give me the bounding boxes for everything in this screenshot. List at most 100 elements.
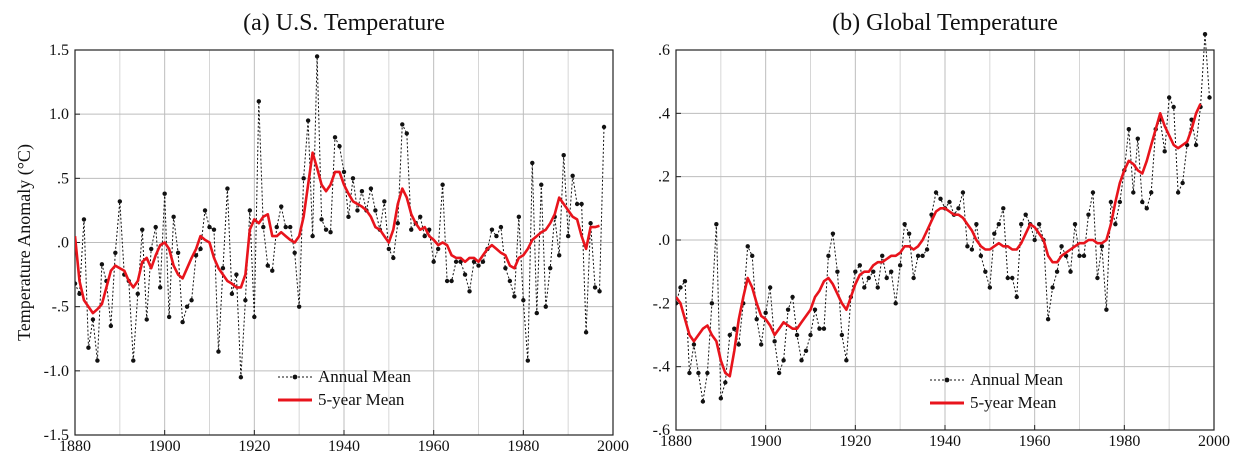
y-tick-label: -.2 (653, 295, 670, 312)
annual-mean-point (247, 208, 253, 213)
annual-mean-point (261, 224, 266, 230)
annual-mean-point (597, 289, 602, 294)
plot-area (75, 54, 607, 380)
annual-mean-point (714, 221, 719, 227)
legend-annual-marker (292, 374, 298, 380)
annual-mean-point (682, 278, 688, 284)
annual-mean-point (296, 304, 302, 309)
annual-mean-point (256, 99, 262, 104)
annual-mean-point (700, 399, 706, 404)
y-tick-label: 1.0 (49, 106, 69, 123)
series-5-year-mean-line (75, 151, 600, 315)
annual-mean-point (404, 131, 409, 136)
y-tick-label: -.6 (653, 422, 670, 439)
annual-mean-point (144, 317, 149, 322)
x-tick-label: 1880 (660, 433, 692, 450)
y-tick-label: -.4 (653, 359, 670, 376)
annual-mean-point (328, 230, 333, 235)
annual-mean-point (1126, 126, 1132, 132)
annual-mean-point (902, 221, 907, 227)
annual-mean-point (77, 291, 82, 297)
annual-mean-point (1171, 104, 1176, 110)
annual-mean-point (817, 326, 822, 331)
annual-mean-point (857, 263, 863, 268)
annual-mean-point (305, 118, 311, 123)
annual-mean-point (763, 310, 768, 316)
annual-mean-point (920, 253, 925, 259)
annual-mean-point (435, 246, 441, 252)
annual-mean-point (592, 285, 598, 290)
annual-mean-point (301, 176, 306, 181)
legend-5-year-label: 5-year Mean (970, 393, 1057, 412)
annual-mean-point (184, 304, 190, 309)
annual-mean-point (830, 231, 836, 236)
annual-mean-point (189, 298, 194, 303)
annual-mean-point (211, 227, 217, 232)
annual-mean-point (543, 304, 548, 309)
annual-mean-point (880, 253, 885, 259)
annual-mean-point (1095, 275, 1100, 281)
annual-mean-point (458, 259, 463, 264)
annual-mean-point (574, 201, 580, 207)
x-tick-label: 1960 (1019, 433, 1051, 450)
annual-mean-point (853, 269, 858, 274)
annual-mean-point (1108, 199, 1114, 205)
annual-mean-point (705, 370, 710, 376)
annual-mean-point (965, 244, 970, 249)
legend-annual-label: Annual Mean (970, 370, 1064, 389)
x-tick-label: 1940 (328, 438, 360, 455)
annual-mean-point (418, 214, 423, 220)
annual-mean-point (283, 224, 288, 230)
y-tick-label: .0 (658, 232, 670, 249)
annual-mean-point (1180, 180, 1185, 186)
plot-area (676, 31, 1212, 404)
annual-mean-point (1104, 307, 1109, 312)
annual-mean-point (911, 275, 916, 281)
annual-mean-point (198, 246, 203, 252)
annual-mean-point (337, 144, 342, 149)
annual-mean-point (75, 281, 78, 286)
grid (676, 50, 1214, 430)
annual-mean-point (557, 253, 562, 258)
annual-mean-point (341, 169, 347, 175)
annual-mean-point (90, 317, 96, 322)
annual-mean-point (588, 221, 593, 226)
annual-mean-point (1193, 142, 1199, 148)
legend-annual-label: Annual Mean (318, 367, 412, 386)
y-tick-label: .6 (658, 42, 670, 59)
annual-mean-point (476, 263, 481, 268)
annual-mean-point (960, 190, 966, 195)
annual-mean-point (1207, 95, 1212, 100)
annual-mean-point (359, 188, 365, 194)
annual-mean-point (736, 342, 741, 347)
annual-mean-point (745, 244, 750, 249)
annual-mean-point (202, 208, 208, 213)
annual-mean-point (180, 319, 185, 325)
annual-mean-point (431, 259, 436, 264)
annual-mean-point (95, 358, 100, 363)
annual-mean-point (1144, 206, 1149, 211)
annual-mean-point (687, 370, 692, 376)
annual-mean-point (866, 275, 871, 281)
legend: Annual Mean 5-year Mean (930, 370, 1064, 412)
annual-mean-point (996, 221, 1001, 227)
annual-mean-point (512, 294, 517, 299)
annual-mean-point (530, 160, 535, 166)
annual-mean-point (1113, 221, 1118, 227)
annual-mean-point (350, 176, 356, 181)
annual-mean-point (803, 348, 809, 354)
annual-mean-point (826, 253, 831, 259)
annual-mean-point (750, 253, 755, 259)
annual-mean-point (489, 227, 495, 232)
annual-mean-point (265, 263, 270, 268)
y-tick-label: .5 (57, 170, 69, 187)
y-tick-label: .4 (658, 105, 670, 122)
annual-mean-point (1202, 31, 1208, 37)
x-tick-label: 1940 (929, 433, 961, 450)
annual-mean-point (893, 301, 898, 306)
annual-mean-point (368, 186, 374, 191)
annual-mean-point (548, 265, 553, 271)
annual-mean-point (86, 345, 91, 350)
annual-mean-point (171, 214, 176, 220)
annual-mean-point (480, 259, 486, 264)
